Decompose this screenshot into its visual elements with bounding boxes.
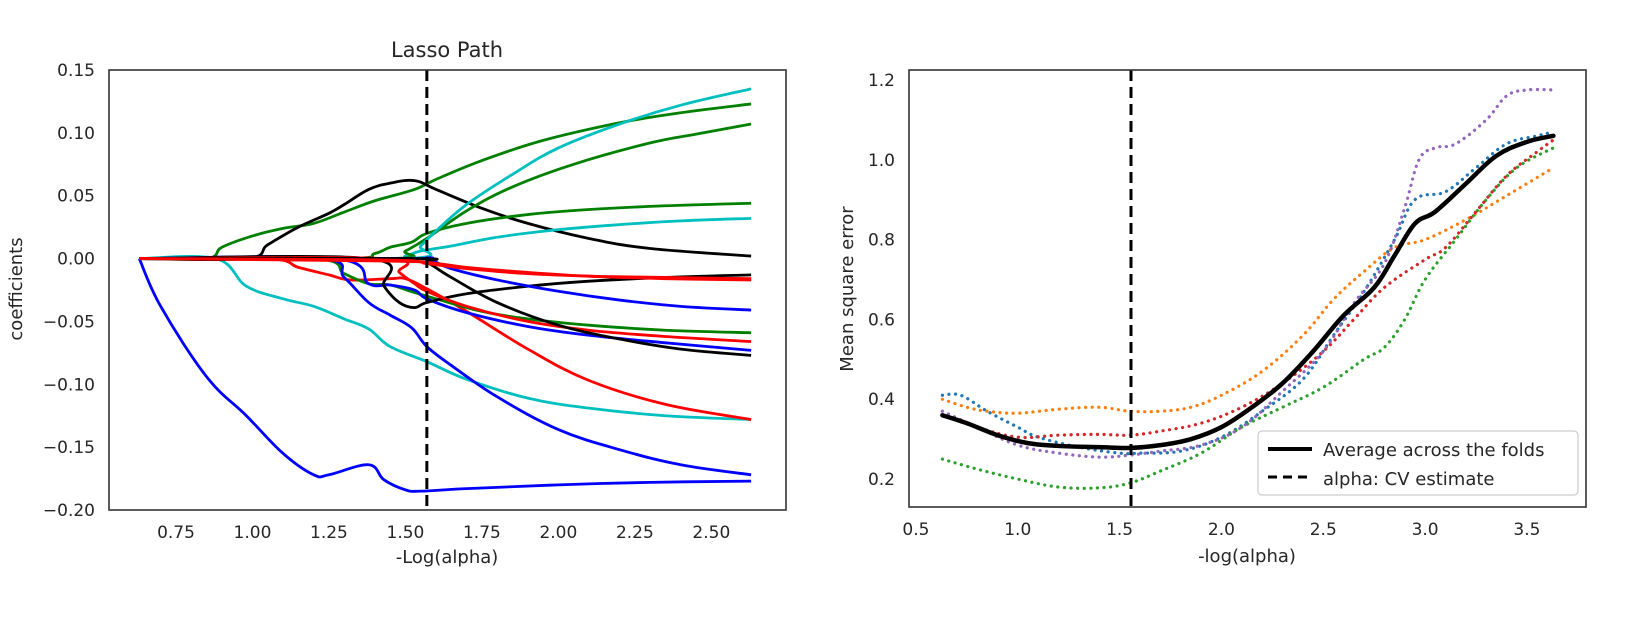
y-tick-label: −0.10 (43, 375, 95, 395)
plot-frame (908, 69, 1587, 508)
coefficient-lines (138, 87, 752, 493)
x-tick-label: 3.0 (1412, 520, 1439, 540)
x-tick-label: 1.50 (387, 523, 425, 543)
legend-label-average: Average across the folds (1323, 440, 1544, 461)
y-tick-label: 0.10 (57, 124, 95, 144)
y-axis-label: coefficients (6, 237, 27, 340)
x-tick-label: 1.00 (234, 523, 272, 543)
y-tick-label: 0.6 (868, 310, 895, 330)
x-tick-label: 1.25 (310, 523, 348, 543)
fold-mse-line (940, 146, 1556, 490)
x-tick-label: 0.5 (902, 520, 929, 540)
x-tick-label: 1.5 (1106, 520, 1133, 540)
y-tick-label: −0.15 (43, 438, 95, 458)
x-tick-label: 2.0 (1208, 520, 1235, 540)
x-tick-label: 2.00 (539, 523, 577, 543)
y-tick-labels: 0.2 0.4 0.6 0.8 1.0 1.2 (868, 71, 895, 490)
x-tick-label: 0.75 (157, 523, 195, 543)
legend: Average across the folds alpha: CV estim… (1257, 430, 1579, 496)
y-tick-label: 0.15 (57, 61, 95, 81)
x-tick-label: 1.75 (463, 523, 501, 543)
x-tick-label: 2.25 (616, 523, 654, 543)
y-tick-label: 0.4 (868, 390, 895, 410)
coefficient-line (138, 257, 752, 493)
y-tick-label: 1.2 (868, 71, 895, 91)
coefficient-line (139, 122, 752, 261)
x-tick-labels: 0.5 1.0 1.5 2.0 2.5 3.0 3.5 (902, 520, 1540, 540)
x-axis-label: -log(alpha) (1198, 546, 1296, 567)
average-mse-line (940, 133, 1556, 451)
y-axis-label: Mean square error (837, 206, 858, 372)
y-tick-label: 1.0 (868, 151, 895, 171)
y-tick-label: 0.2 (868, 470, 895, 490)
coefficient-line (139, 178, 752, 262)
coefficient-line (139, 102, 752, 261)
x-tick-label: 3.5 (1513, 520, 1540, 540)
fold-mse-line (940, 130, 1556, 456)
x-tick-label: 1.0 (1004, 520, 1031, 540)
fold-mse-line (940, 87, 1556, 459)
mse-lines (940, 87, 1556, 490)
lasso-path-chart: Lasso Path 0.75 1.00 1.25 1.50 1.75 2.00 2.25 2… (6, 38, 787, 568)
y-tick-label: 0.05 (57, 187, 95, 207)
y-tick-label: −0.05 (43, 312, 95, 332)
fold-mse-line (940, 166, 1556, 415)
cv-mse-chart: 0.5 1.0 1.5 2.0 2.5 3.0 3.5 0.2 0.4 0.6 0.8 1.0 1.2… (837, 69, 1587, 567)
coefficient-line (139, 255, 752, 477)
y-tick-label: 0.8 (868, 231, 895, 251)
chart-title: Lasso Path (391, 38, 503, 62)
coefficient-line (139, 256, 752, 357)
x-tick-labels: 0.75 1.00 1.25 1.50 1.75 2.00 2.25 2.50 (157, 523, 730, 543)
x-axis-label: -Log(alpha) (396, 547, 499, 568)
coefficient-line (139, 254, 752, 421)
y-tick-label: −0.20 (43, 501, 95, 521)
legend-box (1257, 430, 1579, 496)
x-tick-label: 2.5 (1310, 520, 1337, 540)
fold-mse-line (940, 138, 1556, 440)
y-tick-labels: 0.15 0.10 0.05 0.00 −0.05 −0.10 −0.15 −0.20 (43, 61, 95, 521)
y-tick-label: 0.00 (57, 250, 95, 270)
legend-label-alpha: alpha: CV estimate (1323, 469, 1495, 490)
coefficient-line (139, 256, 752, 421)
x-tick-label: 2.50 (692, 523, 730, 543)
coefficient-line (139, 257, 752, 281)
plot-frame (108, 69, 787, 511)
